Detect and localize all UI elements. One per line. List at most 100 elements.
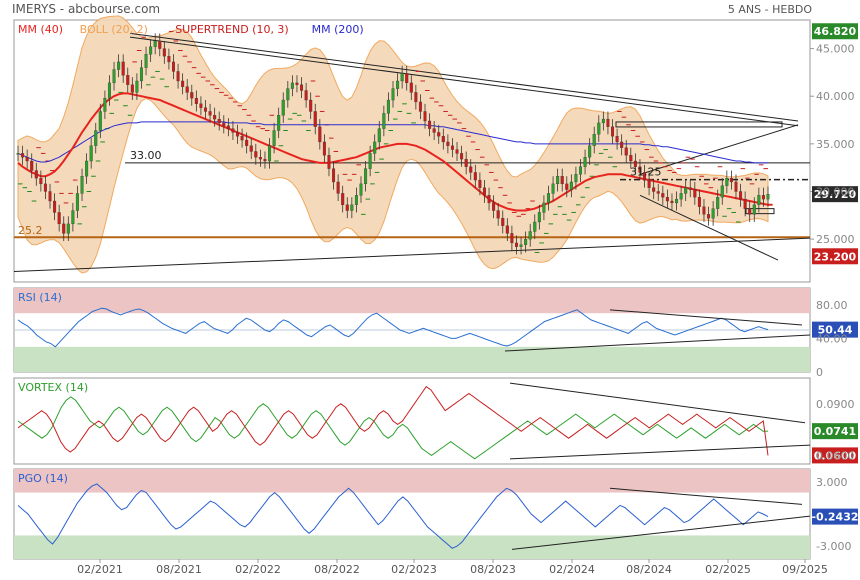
candle-body	[254, 151, 258, 158]
candle-body	[309, 99, 313, 112]
candle-body	[560, 176, 564, 185]
legend-entry: PGO (14)	[18, 472, 68, 485]
candle-body	[652, 187, 656, 192]
x-tick-label: 02/2024	[549, 563, 595, 576]
candle-body	[409, 82, 413, 93]
price-panel	[13, 19, 811, 283]
candle-body	[272, 130, 276, 146]
candle-body	[181, 80, 185, 87]
candle-body	[615, 136, 619, 143]
candle-body	[396, 80, 400, 89]
level-label-33: 33.00	[130, 149, 162, 162]
candle-body	[144, 54, 148, 68]
value-tag-label: 0.0600	[814, 449, 857, 462]
legend-entry: RSI (14)	[18, 291, 62, 304]
candle-body	[679, 193, 683, 200]
candle-body	[643, 172, 647, 181]
candle-body	[126, 75, 130, 85]
candle-body	[533, 221, 537, 232]
candle-body	[473, 172, 477, 181]
candle-body	[478, 179, 482, 188]
candle-body	[71, 210, 75, 225]
candle-body	[43, 183, 47, 192]
candle-body	[597, 122, 601, 135]
candle-body	[569, 181, 573, 190]
candle-body	[693, 189, 697, 198]
candle-body	[80, 176, 84, 194]
candle-body	[222, 122, 226, 126]
candle-body	[258, 157, 262, 160]
candle-body	[725, 178, 729, 186]
candle-body	[601, 118, 605, 124]
candle-body	[103, 97, 107, 112]
candle-body	[734, 181, 738, 192]
candle-body	[171, 61, 176, 72]
level-label-31: 31.25	[630, 166, 662, 179]
candle-body	[199, 103, 203, 108]
legend-entry: VORTEX (14)	[18, 381, 88, 394]
candle-body	[620, 141, 624, 148]
candle-body	[702, 206, 706, 215]
pgo-overbought-band	[14, 469, 810, 493]
candle-body	[524, 238, 528, 245]
candle-body	[514, 242, 518, 247]
x-tick-label: 08/2024	[626, 563, 672, 576]
y-tick-label: 40.00	[816, 332, 848, 345]
candle-body	[290, 82, 294, 89]
candle-body	[556, 176, 560, 185]
rsi-oversold-band	[14, 346, 810, 372]
candle-body	[460, 153, 464, 160]
candle-body	[391, 88, 395, 101]
candle-body	[268, 145, 272, 162]
candle-body	[318, 126, 322, 143]
candle-body	[592, 134, 596, 146]
candle-body	[231, 128, 235, 133]
x-tick-label: 02/2022	[235, 563, 281, 576]
candle-body	[245, 139, 249, 146]
candle-body	[446, 141, 450, 146]
y-tick-label: 25.000	[816, 233, 855, 246]
candle-body	[565, 183, 569, 190]
candle-body	[107, 82, 111, 99]
candle-body	[167, 56, 171, 63]
pgo-line	[17, 483, 769, 549]
candle-body	[405, 73, 409, 84]
candle-body	[327, 155, 331, 169]
candle-body	[606, 118, 610, 127]
value-tag-blue	[812, 321, 858, 338]
candle-body	[743, 198, 747, 209]
candle-body	[162, 48, 166, 57]
candle-body	[428, 120, 432, 129]
candle-body	[39, 178, 43, 185]
candle-body	[213, 115, 217, 120]
candle-body	[149, 46, 153, 55]
legend-entry: BOLL (20, 2)	[80, 23, 148, 36]
candle-body	[249, 145, 253, 152]
candle-body	[62, 223, 66, 234]
candle-body	[121, 61, 125, 76]
value-tag-red	[812, 447, 858, 464]
legend-entry: MM (40)	[18, 23, 63, 36]
candle-body	[263, 158, 267, 162]
candle-body	[720, 185, 724, 198]
candle-body	[341, 193, 345, 205]
candle-body	[364, 168, 368, 185]
candle-body	[656, 191, 660, 194]
candle-body	[546, 193, 551, 204]
candle-body	[112, 69, 116, 84]
candle-body	[697, 197, 701, 207]
candle-body	[505, 225, 509, 234]
candle-body	[354, 195, 358, 205]
candle-body	[176, 71, 180, 82]
candle-body	[629, 155, 633, 162]
candle-body	[382, 113, 386, 129]
vortex-line-0	[17, 396, 769, 460]
candle-body	[322, 141, 326, 156]
candle-body	[117, 61, 121, 70]
candle-body	[583, 157, 587, 167]
candle-body	[492, 202, 496, 211]
candle-body	[190, 92, 194, 99]
candle-body	[647, 179, 651, 188]
candle-body	[510, 233, 514, 244]
candle-body	[304, 90, 308, 101]
